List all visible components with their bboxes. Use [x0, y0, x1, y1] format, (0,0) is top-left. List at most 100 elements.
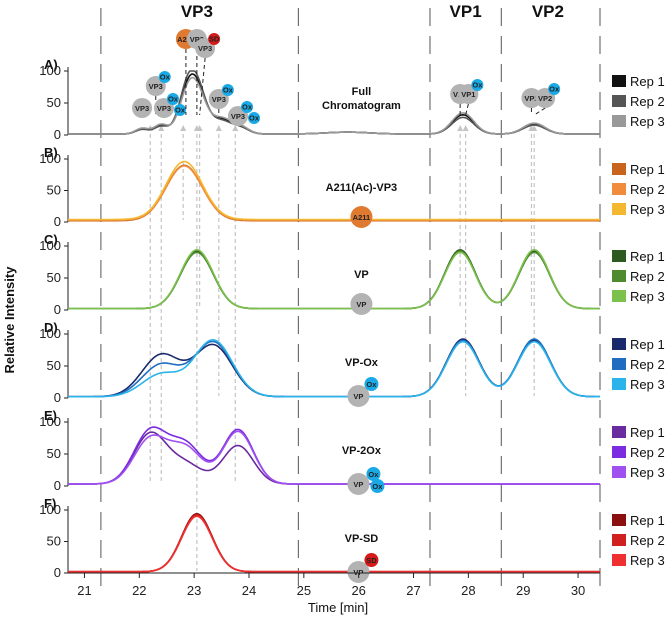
ox-badge-icon [158, 71, 171, 83]
y-tick-label: 100 [39, 502, 61, 517]
panel-label: A) [44, 57, 58, 72]
y-tick-label: 100 [39, 326, 61, 341]
guide-arrow [232, 125, 239, 131]
ox-badge-icon [548, 83, 561, 95]
y-tick-label: 50 [47, 183, 61, 198]
series-line-rep-2 [68, 514, 600, 573]
legend-swatch [612, 203, 626, 215]
legend-label: Rep 2 [630, 533, 665, 548]
x-tick-label: 24 [242, 583, 256, 598]
panel-label: F) [44, 496, 56, 511]
annotation-mod-label: Ox [549, 85, 560, 94]
annotation-mod-label: Ox [223, 86, 234, 95]
ox-badge-icon [248, 112, 261, 124]
legend-swatch [612, 250, 626, 262]
badge-label: SD [366, 556, 377, 565]
y-tick-label: 50 [47, 270, 61, 285]
legend-swatch [612, 163, 626, 175]
annotation-label: VP3 [190, 35, 204, 44]
legend-label: Rep 3 [630, 377, 665, 392]
guide-arrow [462, 125, 469, 131]
series-line-rep-3 [68, 430, 600, 485]
legends: Rep 1 Rep 2 Rep 3 Rep 1 Rep 2 Rep 3 Rep 1 Rep 2… [612, 74, 665, 568]
badge-label: Ox [372, 482, 383, 491]
panel-name: Chromatogram [322, 100, 401, 112]
series-line-rep-1 [68, 338, 600, 398]
x-tick-label: 30 [571, 583, 585, 598]
badge-label: Ox [366, 380, 377, 389]
series-line-rep-3 [68, 338, 600, 398]
ox-badge-icon [166, 93, 179, 105]
series-line-rep-2 [68, 250, 600, 310]
annotation-leader [199, 57, 206, 116]
legend-swatch [612, 358, 626, 370]
legend-swatch [612, 378, 626, 390]
vp2-badge-icon [521, 88, 542, 108]
legend-label: Rep 1 [630, 249, 665, 264]
legend-label: Rep 2 [630, 357, 665, 372]
x-tick-label: 23 [187, 583, 201, 598]
guide-lines [147, 125, 538, 571]
panel-e: E) 0 50 100 VP-2Ox VP Ox Ox [39, 408, 600, 495]
legend-swatch [612, 115, 626, 127]
y-tick-label: 0 [54, 302, 61, 317]
legend-swatch [612, 426, 626, 438]
y-tick-label: 50 [47, 534, 61, 549]
y-tick-label: 0 [54, 390, 61, 405]
guide-arrow [531, 125, 538, 131]
x-tick-label: 26 [351, 583, 365, 598]
badge-sd-icon [364, 553, 379, 567]
sd-badge-icon [208, 33, 221, 45]
annotation-mod-label: SD [209, 35, 220, 44]
annotation-mod-label: Ox [472, 81, 483, 90]
badge-ox-icon [366, 467, 381, 481]
legend-swatch [612, 75, 626, 87]
series-line-rep-3 [68, 248, 600, 310]
vp3-badge-icon [132, 98, 153, 118]
annotation-mod-label: Ox [175, 106, 186, 115]
panel-name: VP-Ox [345, 357, 379, 369]
annotation-label: VP3 [231, 112, 245, 121]
y-tick-label: 50 [47, 446, 61, 461]
badge-vp-icon [347, 385, 370, 407]
panel-name: VP-2Ox [342, 445, 382, 457]
annotation-label: VP1 [461, 90, 475, 99]
annotation-label: A211 [177, 35, 195, 44]
legend-swatch [612, 183, 626, 195]
y-tick-label: 100 [39, 238, 61, 253]
y-tick-label: 0 [54, 565, 61, 580]
legend-label: Rep 2 [630, 182, 665, 197]
legend-swatch [612, 338, 626, 350]
badge-label: A211 [353, 213, 371, 222]
panels: A) 0 50 100 Full Chromatogram B) 0 50 100 A211(Ac)… [39, 57, 600, 583]
y-tick-label: 50 [47, 358, 61, 373]
y-tick-label: 100 [39, 63, 61, 78]
badge-label: Ox [368, 470, 379, 479]
series-line-rep-3 [68, 76, 600, 135]
legend-swatch [612, 446, 626, 458]
series-line-rep-2 [68, 426, 600, 485]
annotation-label: VP3 [149, 82, 163, 91]
x-axis: Time [min] 21 22 23 24 25 26 27 28 29 30 [68, 572, 600, 615]
x-axis-title: Time [min] [308, 600, 368, 615]
guide-arrow [457, 125, 464, 131]
panel-a: A) 0 50 100 Full Chromatogram [39, 57, 600, 142]
annotation-mod-label: Ox [242, 103, 253, 112]
panel-a-annotations: VP3VP3OxVP3OxOxA211VP3VP3SDVP3OxVP3OxOxV… [132, 29, 561, 126]
series-line-rep-1 [68, 431, 600, 485]
legend-label: Rep 1 [630, 74, 665, 89]
panel-name: VP-SD [345, 533, 379, 545]
legend-swatch [612, 466, 626, 478]
panel-name: Full [352, 86, 372, 98]
legend-label: Rep 3 [630, 289, 665, 304]
region-label: VP2 [532, 2, 564, 21]
region-label: VP3 [181, 2, 213, 21]
ox-badge-icon [221, 84, 234, 96]
y-tick-label: 100 [39, 414, 61, 429]
panel-label: D) [44, 320, 58, 335]
region-label: VP1 [450, 2, 482, 21]
annotation-label: VP3 [198, 44, 212, 53]
guide-arrow [180, 125, 187, 131]
